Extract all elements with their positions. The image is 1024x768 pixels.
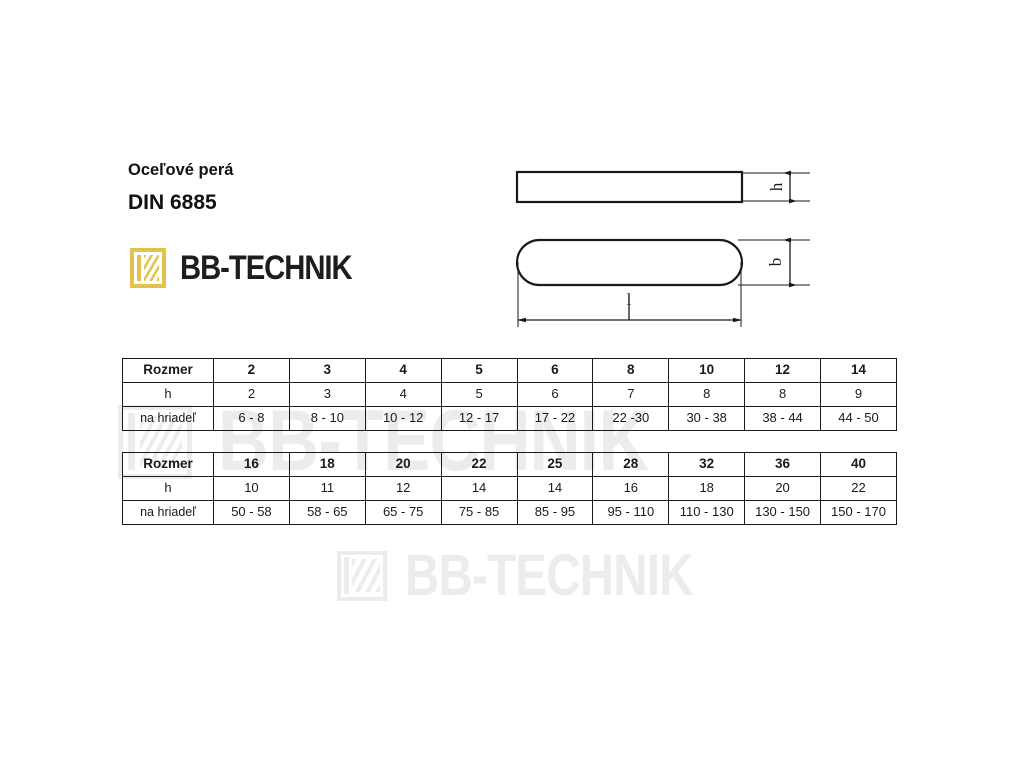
b-dimension-label: b bbox=[766, 258, 785, 267]
row-label: na hriadeľ bbox=[122, 500, 214, 525]
data-cell: 8 - 10 bbox=[288, 406, 366, 431]
drawing-svg: h b l bbox=[515, 170, 810, 327]
size-header-cell: 6 bbox=[516, 358, 594, 383]
size-header-cell: 25 bbox=[516, 452, 594, 477]
size-header-cell: 3 bbox=[288, 358, 366, 383]
data-cell: 9 bbox=[820, 382, 897, 407]
size-header-cell: 8 bbox=[592, 358, 670, 383]
data-cell: 10 bbox=[213, 476, 290, 501]
size-header-cell: 16 bbox=[213, 452, 290, 477]
size-header-cell: 14 bbox=[820, 358, 897, 383]
data-cell: 14 bbox=[440, 476, 518, 501]
data-cell: 11 bbox=[288, 476, 366, 501]
table-body: Rozmer 2 3 4 5 6 8 10 12 14 h 2 3 4 5 6 7 8 8 9 na hriadeľ 6 … bbox=[122, 358, 897, 431]
header-block: Oceľové perá DIN 6885 bbox=[128, 160, 233, 215]
size-header-cell: 10 bbox=[668, 358, 746, 383]
table-row: Rozmer 2 3 4 5 6 8 10 12 14 bbox=[122, 358, 897, 383]
spec-table-large-sizes: Rozmer 16 18 20 22 25 28 32 36 40 h 10 11 12 14 14 16 18 2… bbox=[122, 452, 897, 525]
data-cell: 3 bbox=[288, 382, 366, 407]
brand-name: BB-TECHNIK bbox=[180, 248, 353, 287]
table-row: Rozmer 16 18 20 22 25 28 32 36 40 bbox=[122, 452, 897, 477]
row-label: Rozmer bbox=[122, 452, 214, 477]
hatched-square-icon bbox=[130, 248, 166, 288]
size-header-cell: 4 bbox=[364, 358, 442, 383]
row-label: h bbox=[122, 476, 214, 501]
data-cell: 22 -30 bbox=[592, 406, 670, 431]
product-subtitle: Oceľové perá bbox=[128, 161, 234, 179]
data-cell: 75 - 85 bbox=[440, 500, 518, 525]
data-cell: 17 - 22 bbox=[516, 406, 594, 431]
size-header-cell: 20 bbox=[364, 452, 442, 477]
data-cell: 4 bbox=[364, 382, 442, 407]
table-row: na hriadeľ 50 - 58 58 - 65 65 - 75 75 - 85 85… bbox=[122, 500, 897, 525]
data-cell: 10 - 12 bbox=[364, 406, 442, 431]
brand-logo: BB-TECHNIK bbox=[130, 248, 380, 288]
data-cell: 58 - 65 bbox=[288, 500, 366, 525]
size-header-cell: 2 bbox=[213, 358, 290, 383]
h-dimension-label: h bbox=[767, 182, 786, 191]
technical-drawing: h b l bbox=[505, 155, 825, 340]
data-cell: 12 bbox=[364, 476, 442, 501]
data-cell: 95 - 110 bbox=[592, 500, 670, 525]
data-cell: 65 - 75 bbox=[364, 500, 442, 525]
row-label: h bbox=[122, 382, 214, 407]
data-cell: 44 - 50 bbox=[820, 406, 897, 431]
data-cell: 6 bbox=[516, 382, 594, 407]
data-cell: 12 - 17 bbox=[440, 406, 518, 431]
top-view-rounded-rectangle bbox=[515, 238, 744, 287]
size-header-cell: 40 bbox=[820, 452, 897, 477]
data-cell: 5 bbox=[440, 382, 518, 407]
data-cell: 20 bbox=[744, 476, 821, 501]
data-cell: 38 - 44 bbox=[744, 406, 821, 431]
data-cell: 30 - 38 bbox=[668, 406, 746, 431]
data-cell: 110 - 130 bbox=[668, 500, 746, 525]
size-header-cell: 12 bbox=[744, 358, 821, 383]
side-view-rectangle bbox=[515, 170, 744, 204]
data-cell: 2 bbox=[213, 382, 290, 407]
data-cell: 18 bbox=[668, 476, 746, 501]
data-cell: 85 - 95 bbox=[516, 500, 594, 525]
watermark-text: BB-TECHNIK bbox=[405, 543, 694, 608]
data-cell: 150 - 170 bbox=[820, 500, 897, 525]
l-dimension-label: l bbox=[627, 290, 632, 309]
standard-title: DIN 6885 bbox=[128, 190, 217, 214]
data-cell: 7 bbox=[592, 382, 670, 407]
data-cell: 22 bbox=[820, 476, 897, 501]
spec-table-small-sizes: Rozmer 2 3 4 5 6 8 10 12 14 h 2 3 4 5 6 7 8 8 9 na hriadeľ 6 … bbox=[122, 358, 897, 431]
size-header-cell: 22 bbox=[440, 452, 518, 477]
row-label: na hriadeľ bbox=[122, 406, 214, 431]
size-header-cell: 28 bbox=[592, 452, 670, 477]
size-header-cell: 5 bbox=[440, 358, 518, 383]
data-cell: 6 - 8 bbox=[213, 406, 290, 431]
data-cell: 50 - 58 bbox=[213, 500, 290, 525]
data-cell: 14 bbox=[516, 476, 594, 501]
size-header-cell: 36 bbox=[744, 452, 821, 477]
watermark-bottom: BB-TECHNIK bbox=[337, 542, 756, 609]
table-body: Rozmer 16 18 20 22 25 28 32 36 40 h 10 11 12 14 14 16 18 2… bbox=[122, 452, 897, 525]
table-row: h 10 11 12 14 14 16 18 20 22 bbox=[122, 476, 897, 501]
data-cell: 8 bbox=[744, 382, 821, 407]
row-label: Rozmer bbox=[122, 358, 214, 383]
size-header-cell: 18 bbox=[288, 452, 366, 477]
data-cell: 8 bbox=[668, 382, 746, 407]
size-header-cell: 32 bbox=[668, 452, 746, 477]
data-cell: 130 - 150 bbox=[744, 500, 821, 525]
watermark-logo-icon bbox=[337, 550, 387, 601]
data-cell: 16 bbox=[592, 476, 670, 501]
